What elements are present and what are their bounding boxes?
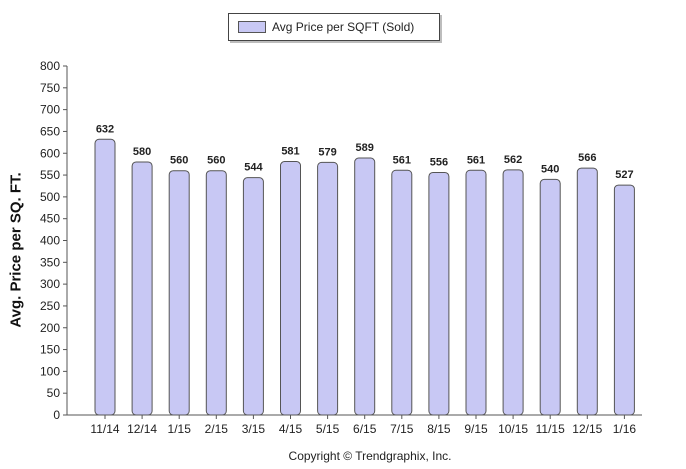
bar [94,138,116,416]
data-label: 562 [504,154,522,166]
x-tick-label: 11/14 [90,422,119,436]
data-label: 556 [430,156,448,168]
y-tick-label: 550 [40,168,60,182]
data-label: 527 [615,169,633,181]
y-tick-label: 150 [40,343,60,357]
y-axis-label: Avg. Price per SQ. FT. [7,172,25,328]
y-tick-label: 700 [40,103,60,117]
y-tick-label: 350 [40,255,60,269]
bar [168,170,190,416]
x-tick-label: 5/15 [316,422,340,436]
data-label: 580 [133,146,151,158]
bar [317,161,339,416]
bar [205,170,227,416]
data-label: 560 [207,155,225,167]
x-tick-label: 11/15 [536,422,565,436]
y-tick-label: 450 [40,212,60,226]
tick-labels: 0 50 100 150 200 250 300 350 400 450 500 550 600 650 7… [40,59,636,436]
x-tick-label: 7/15 [390,422,414,436]
bar [354,157,376,416]
bars [94,138,635,416]
data-label: 544 [244,162,263,174]
bar [502,169,524,416]
copyright: Copyright © Trendgraphix, Inc. [288,449,452,463]
bar [280,161,301,416]
x-tick-label: 9/15 [464,422,488,436]
legend: Avg Price per SQFT (Sold) [228,13,440,41]
data-label: 561 [393,154,411,166]
y-tick-label: 250 [40,299,60,313]
x-tick-label: 1/16 [613,422,637,436]
data-label: 540 [541,163,559,175]
x-tick-label: 3/15 [242,422,266,436]
bar [131,161,153,416]
data-label: 589 [356,142,374,154]
bar [391,169,413,416]
x-tick-label: 12/15 [572,422,602,436]
data-label: 579 [318,146,336,158]
data-label: 560 [170,155,188,167]
x-tick-label: 12/14 [127,422,157,436]
bar [539,178,561,416]
data-label: 581 [281,146,299,158]
x-tick-label: 10/15 [498,422,528,436]
y-tick-label: 100 [40,364,60,378]
x-tick-label: 4/15 [279,422,303,436]
data-labels: 632 580 560 560 544 581 579 589 561 556 561 562 540 5… [96,123,634,181]
bar [576,167,598,416]
bar [613,184,635,416]
y-tick-label: 650 [40,124,60,138]
bar [242,177,264,416]
y-tick-label: 200 [40,321,60,335]
y-tick-label: 300 [40,277,60,291]
x-tick-label: 8/15 [427,422,451,436]
y-tick-label: 500 [40,190,60,204]
x-tick-label: 6/15 [353,422,377,436]
data-label: 561 [467,154,485,166]
legend-swatch [238,21,266,33]
y-tick-label: 750 [40,81,60,95]
x-tick-label: 1/15 [168,422,192,436]
legend-label: Avg Price per SQFT (Sold) [272,20,415,34]
y-tick-label: 400 [40,234,60,248]
bar [465,169,487,416]
y-tick-label: 800 [40,59,60,73]
data-label: 566 [578,152,596,164]
y-tick-label: 600 [40,146,60,160]
y-tick-label: 50 [47,386,61,400]
data-label: 632 [96,123,114,135]
bar [428,171,450,416]
x-tick-label: 2/15 [205,422,229,436]
y-tick-label: 0 [53,408,60,422]
